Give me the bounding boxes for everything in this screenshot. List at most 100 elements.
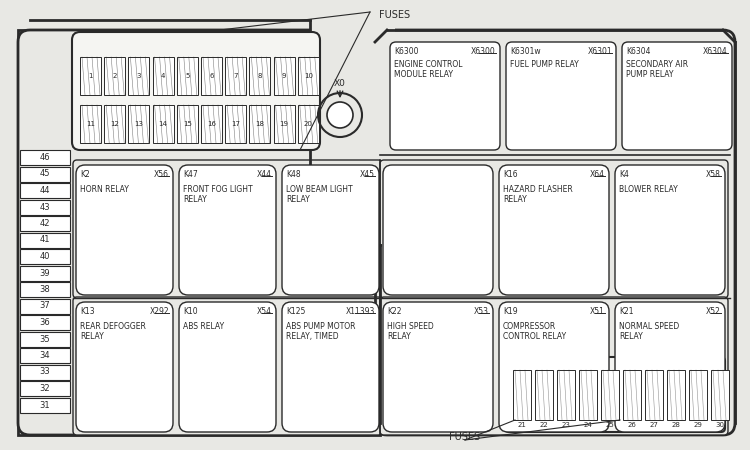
Text: 6: 6: [209, 73, 214, 79]
Text: X52: X52: [706, 307, 721, 316]
Text: X0: X0: [334, 79, 346, 88]
Text: 1: 1: [88, 73, 93, 79]
Bar: [104, 105, 125, 143]
Text: X64: X64: [590, 170, 605, 179]
Text: 15: 15: [183, 121, 192, 127]
Bar: [579, 370, 597, 420]
Bar: [623, 370, 641, 420]
FancyBboxPatch shape: [73, 297, 382, 435]
Text: 42: 42: [40, 219, 50, 228]
Bar: [201, 105, 222, 143]
Text: 9: 9: [282, 73, 286, 79]
Text: X6304: X6304: [704, 47, 728, 56]
FancyBboxPatch shape: [383, 302, 493, 432]
FancyBboxPatch shape: [72, 32, 320, 150]
Text: FUSES: FUSES: [449, 432, 481, 442]
Bar: [535, 370, 553, 420]
Bar: [128, 105, 149, 143]
Text: K13: K13: [80, 307, 94, 316]
Bar: [20, 166, 70, 181]
Text: 14: 14: [159, 121, 167, 127]
FancyBboxPatch shape: [179, 302, 276, 432]
Bar: [20, 282, 70, 297]
Text: K47: K47: [183, 170, 198, 179]
Bar: [201, 57, 222, 95]
Text: K21: K21: [619, 307, 634, 316]
Text: COMPRESSOR
CONTROL RELAY: COMPRESSOR CONTROL RELAY: [503, 322, 566, 342]
Bar: [250, 57, 271, 95]
Text: 31: 31: [40, 400, 50, 410]
Text: X51: X51: [590, 307, 605, 316]
Text: 12: 12: [110, 121, 119, 127]
Bar: [20, 150, 70, 165]
FancyBboxPatch shape: [499, 165, 609, 295]
Text: 23: 23: [562, 422, 571, 428]
Bar: [20, 381, 70, 396]
Text: HAZARD FLASHER
RELAY: HAZARD FLASHER RELAY: [503, 185, 573, 204]
FancyBboxPatch shape: [179, 165, 276, 295]
Bar: [20, 216, 70, 231]
Text: FUEL PUMP RELAY: FUEL PUMP RELAY: [510, 60, 579, 69]
Bar: [20, 348, 70, 363]
Text: ABS RELAY: ABS RELAY: [183, 322, 224, 331]
Bar: [152, 105, 173, 143]
FancyBboxPatch shape: [380, 160, 728, 298]
Text: K19: K19: [503, 307, 518, 316]
Text: 4: 4: [161, 73, 165, 79]
Bar: [177, 57, 198, 95]
Text: X56: X56: [154, 170, 169, 179]
Text: 44: 44: [40, 186, 50, 195]
Text: 30: 30: [716, 422, 724, 428]
Text: K16: K16: [503, 170, 518, 179]
Text: X11393: X11393: [346, 307, 375, 316]
Polygon shape: [18, 30, 380, 435]
Text: K2: K2: [80, 170, 90, 179]
FancyBboxPatch shape: [505, 357, 725, 432]
Text: X6300: X6300: [471, 47, 496, 56]
Text: 10: 10: [304, 73, 313, 79]
FancyBboxPatch shape: [506, 42, 616, 150]
Text: 18: 18: [256, 121, 265, 127]
Text: 27: 27: [650, 422, 658, 428]
Text: K22: K22: [387, 307, 401, 316]
Text: FRONT FOG LIGHT
RELAY: FRONT FOG LIGHT RELAY: [183, 185, 253, 204]
Bar: [20, 364, 70, 379]
Text: HORN RELAY: HORN RELAY: [80, 185, 129, 194]
Bar: [20, 183, 70, 198]
Text: 34: 34: [40, 351, 50, 360]
Text: K6300: K6300: [394, 47, 418, 56]
FancyBboxPatch shape: [615, 302, 725, 432]
Text: K125: K125: [286, 307, 305, 316]
FancyBboxPatch shape: [73, 160, 382, 298]
Text: 32: 32: [40, 384, 50, 393]
Bar: [20, 233, 70, 248]
Bar: [667, 370, 685, 420]
Text: X6301: X6301: [587, 47, 612, 56]
Bar: [711, 370, 729, 420]
Text: 45: 45: [40, 170, 50, 179]
FancyBboxPatch shape: [622, 42, 732, 150]
Text: 11: 11: [86, 121, 95, 127]
Text: 26: 26: [628, 422, 637, 428]
FancyBboxPatch shape: [282, 302, 379, 432]
Text: FUSES: FUSES: [380, 10, 410, 20]
Text: X44: X44: [257, 170, 272, 179]
Text: K6304: K6304: [626, 47, 650, 56]
FancyBboxPatch shape: [383, 165, 493, 295]
Text: BLOWER RELAY: BLOWER RELAY: [619, 185, 678, 194]
Bar: [20, 315, 70, 330]
Bar: [177, 105, 198, 143]
Bar: [375, 10, 395, 250]
Text: K6301w: K6301w: [510, 47, 541, 56]
FancyBboxPatch shape: [375, 30, 735, 435]
Bar: [225, 57, 246, 95]
Bar: [20, 249, 70, 264]
Text: SECONDARY AIR
PUMP RELAY: SECONDARY AIR PUMP RELAY: [626, 60, 688, 79]
Bar: [80, 57, 101, 95]
Text: 33: 33: [40, 368, 50, 377]
Text: 38: 38: [40, 285, 50, 294]
Text: ENGINE CONTROL
MODULE RELAY: ENGINE CONTROL MODULE RELAY: [394, 60, 463, 79]
Text: K4: K4: [619, 170, 628, 179]
Text: 16: 16: [207, 121, 216, 127]
Text: 17: 17: [231, 121, 240, 127]
